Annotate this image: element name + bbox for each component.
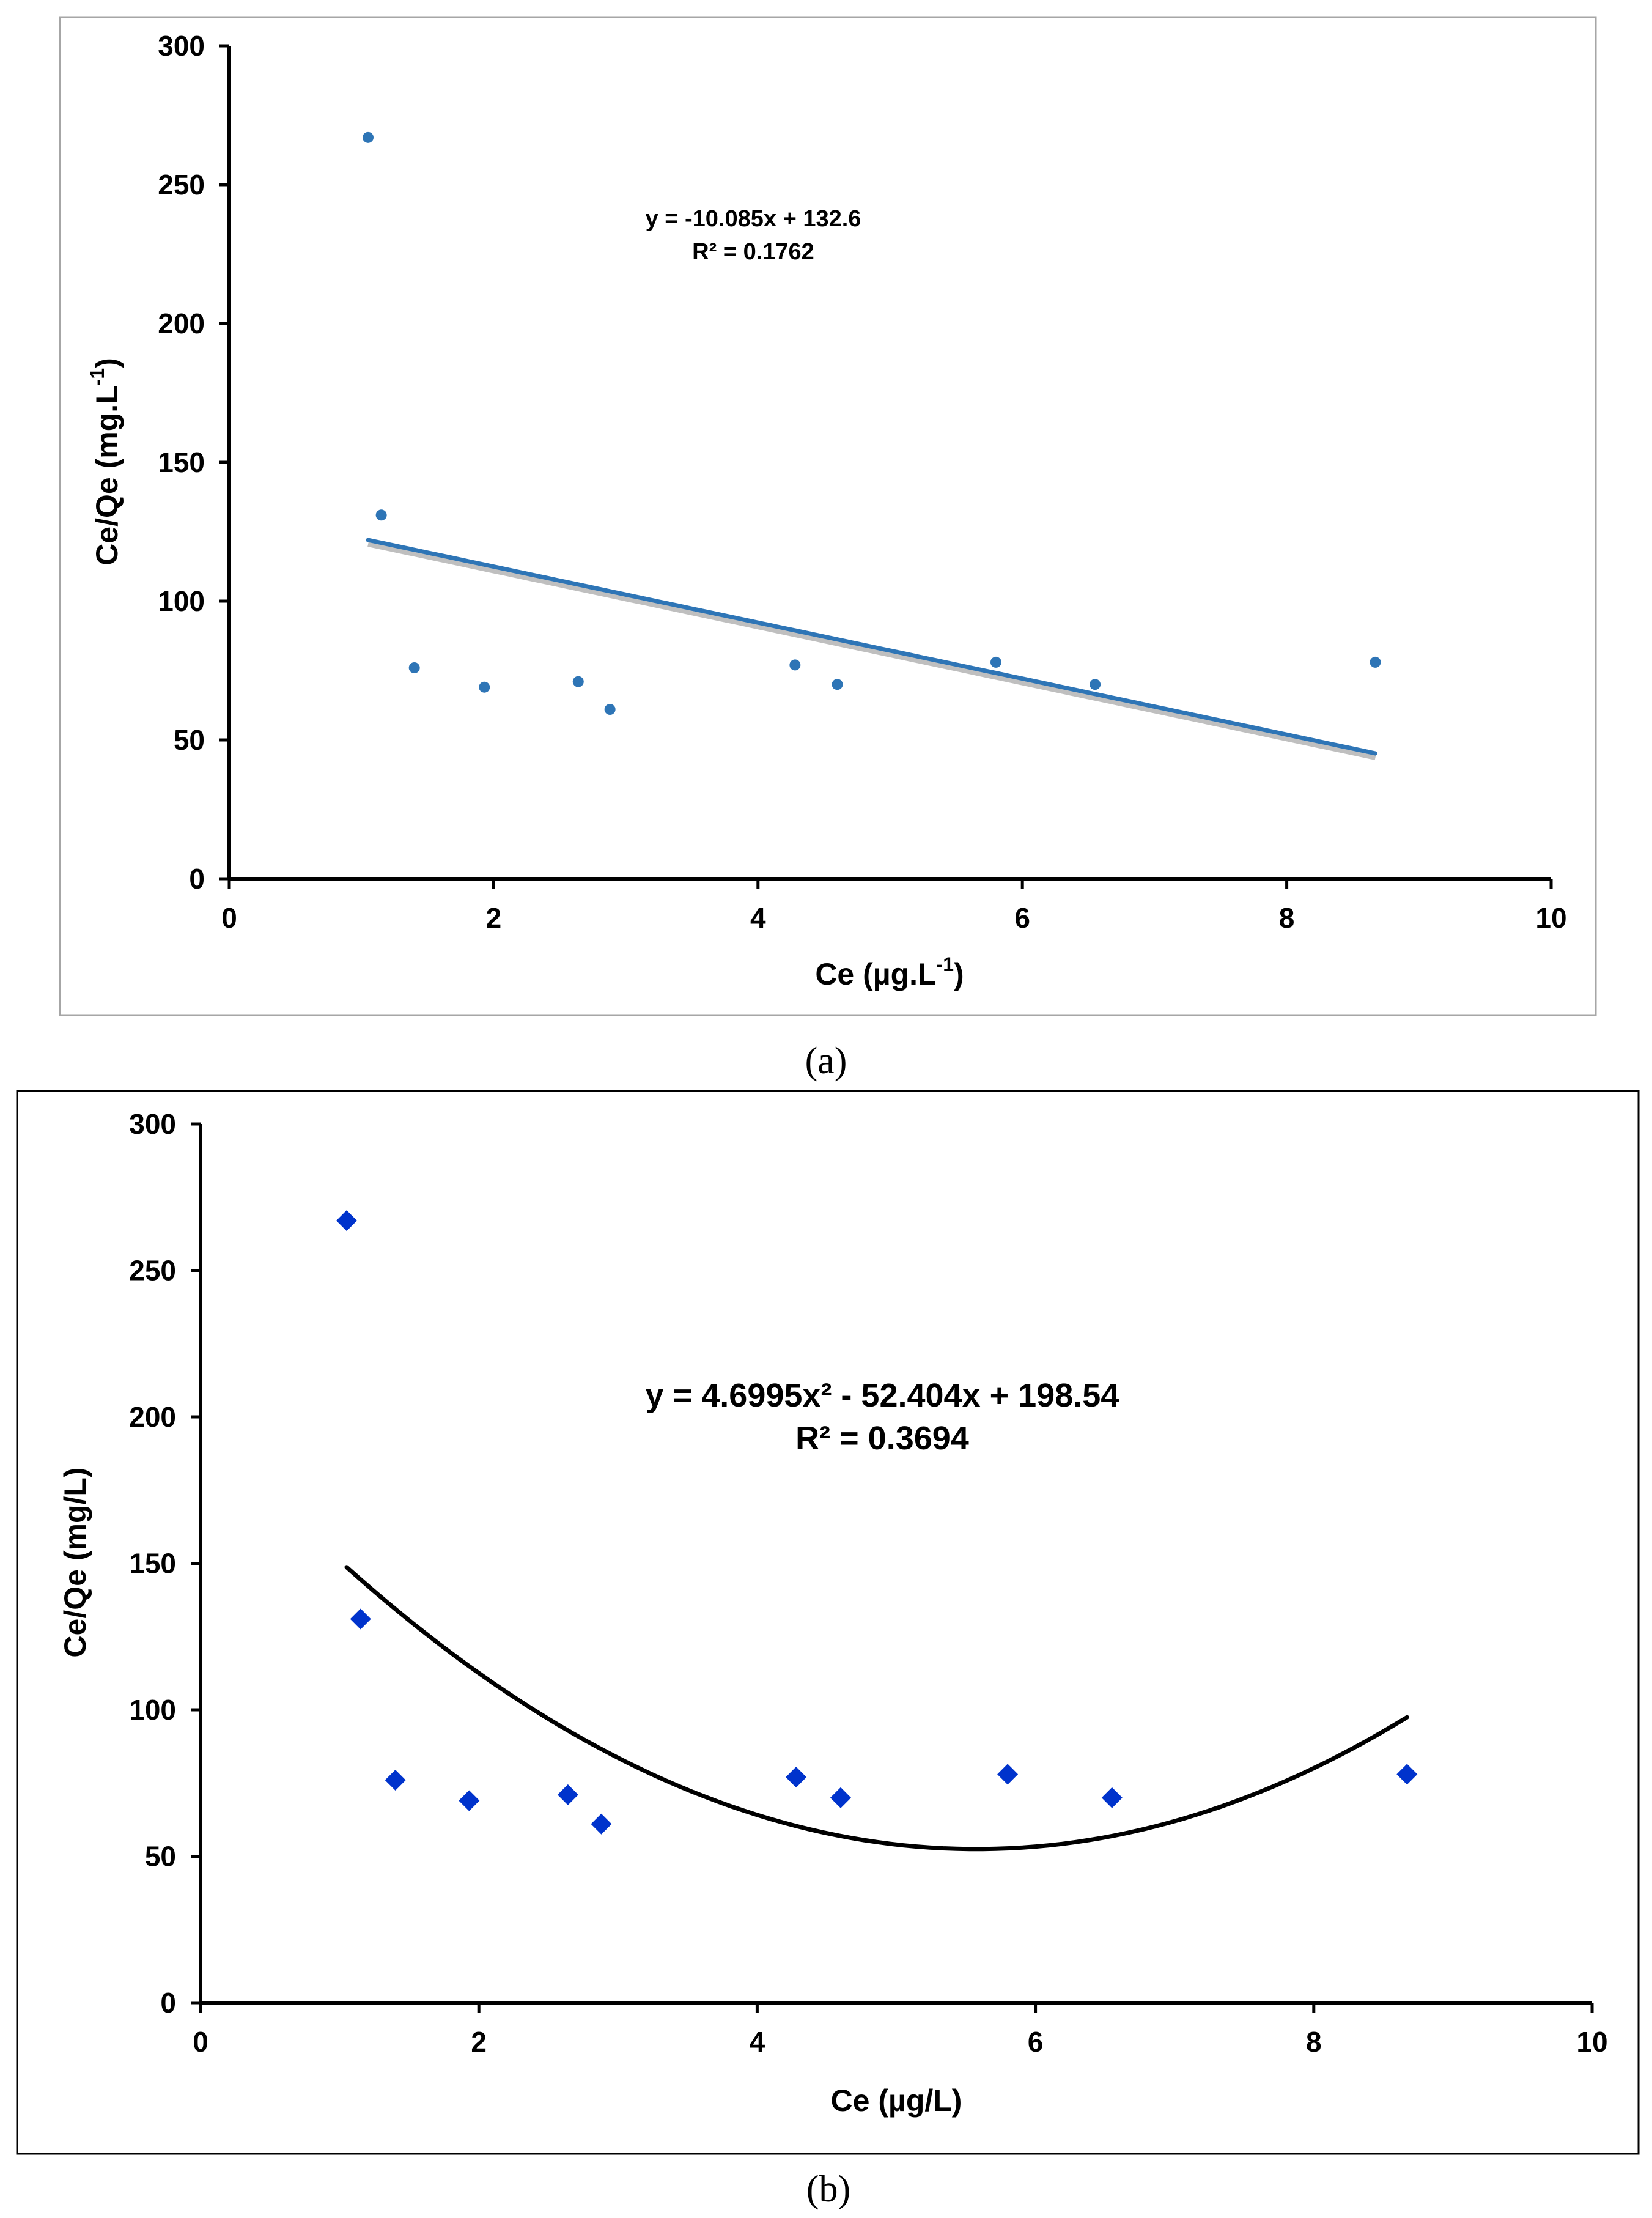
- chart-b-x-title: Ce (µg/L): [831, 2083, 962, 2118]
- chart-b-point: [336, 1210, 357, 1232]
- chart-a-y-tick-label: 0: [189, 863, 205, 895]
- chart-a-x-tick-label: 0: [221, 902, 237, 934]
- chart-b-r2: R² = 0.3694: [795, 1420, 969, 1457]
- chart-a-equation: y = -10.085x + 132.6: [646, 206, 861, 232]
- chart-b-point: [591, 1813, 612, 1835]
- chart-b-y-tick-label: 150: [129, 1548, 176, 1580]
- chart-b-y-tick-label: 200: [129, 1401, 176, 1433]
- chart-b-point: [1396, 1764, 1418, 1785]
- chart-a-x-tick-label: 4: [750, 902, 766, 934]
- panel-label-b: (b): [806, 2168, 850, 2210]
- chart-b-point: [385, 1769, 406, 1791]
- chart-b-x-tick-label: 8: [1306, 2026, 1322, 2058]
- chart-b-point: [459, 1790, 480, 1811]
- chart-a-trendline: [366, 538, 1377, 756]
- chart-b-x-tick-label: 0: [193, 2026, 208, 2058]
- chart-b-trendline: [344, 1565, 1409, 1852]
- chart-b-point: [1101, 1787, 1123, 1808]
- chart-a-point: [408, 662, 420, 673]
- chart-b-point: [786, 1767, 807, 1788]
- chart-a-point: [1370, 656, 1381, 668]
- chart-a-point: [479, 681, 490, 693]
- chart-b-y-tick-label: 250: [129, 1255, 176, 1287]
- chart-b-y-tick-label: 100: [129, 1694, 176, 1726]
- chart-a-point: [1090, 679, 1101, 690]
- chart-b-y-tick-label: 300: [129, 1108, 176, 1140]
- chart-b-y-title: Ce/Qe (mg/L): [58, 1467, 92, 1657]
- chart-a-y-tick-label: 300: [158, 30, 205, 62]
- chart-a-point: [789, 659, 801, 671]
- chart-a-frame: [59, 16, 1597, 1016]
- chart-a-x-tick-label: 2: [486, 902, 502, 934]
- chart-b-equation: y = 4.6995x² - 52.404x + 198.54: [646, 1377, 1119, 1414]
- chart-b-x-tick-label: 10: [1576, 2026, 1607, 2058]
- chart-b-point: [997, 1764, 1019, 1785]
- chart-a-point: [363, 131, 374, 143]
- chart-b-x-tick-label: 4: [750, 2026, 765, 2058]
- chart-a-point: [832, 679, 843, 690]
- chart-b-point: [350, 1608, 371, 1630]
- chart-a-x-tick-label: 10: [1535, 902, 1566, 934]
- chart-b-y-tick-label: 50: [145, 1841, 176, 1872]
- chart-a-trendline-shadow: [367, 542, 1376, 760]
- chart-a-x-tick-label: 6: [1014, 902, 1030, 934]
- chart-b-point: [557, 1784, 578, 1805]
- chart-a-y-title: Ce/Qe (mg.L-1): [86, 358, 124, 566]
- chart-b-y-tick-label: 0: [160, 1987, 176, 2019]
- chart-a-y-tick-label: 100: [158, 585, 205, 617]
- chart-a-x-tick-label: 8: [1279, 902, 1295, 934]
- chart-a-point: [375, 509, 387, 521]
- chart-b-x-tick-label: 2: [471, 2026, 487, 2058]
- chart-a-point: [604, 704, 616, 715]
- chart-a-r2: R² = 0.1762: [692, 239, 814, 265]
- chart-b-point: [830, 1787, 851, 1808]
- panel-label-a: (a): [805, 1040, 847, 1082]
- chart-a-y-tick-label: 250: [158, 169, 205, 201]
- chart-a-y-tick-label: 200: [158, 308, 205, 339]
- chart-b-x-tick-label: 6: [1028, 2026, 1044, 2058]
- chart-b-frame: [16, 1090, 1640, 2155]
- chart-a-point: [990, 656, 1001, 668]
- chart-a-y-tick-label: 150: [158, 446, 205, 478]
- chart-a-y-tick-label: 50: [174, 724, 205, 756]
- chart-a-x-title: Ce (µg.L-1): [815, 953, 964, 991]
- chart-a-point: [572, 676, 584, 687]
